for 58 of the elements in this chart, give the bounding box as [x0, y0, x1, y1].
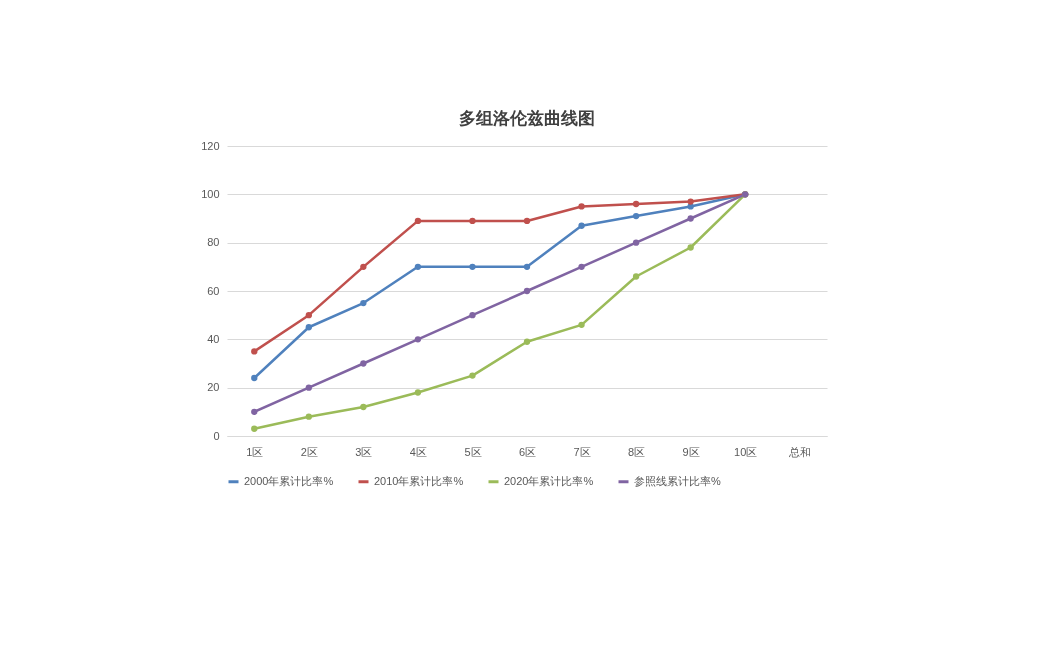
point — [523, 338, 531, 345]
y-tick-label: 120 — [201, 139, 220, 152]
point — [414, 336, 422, 343]
x-tick-label: 1区 — [246, 445, 264, 458]
point — [305, 324, 312, 331]
point — [578, 203, 585, 210]
chart-title: 多组洛伦兹曲线图 — [459, 108, 595, 128]
point — [469, 263, 476, 270]
point — [360, 360, 367, 367]
x-tick-label: 7区 — [573, 445, 591, 458]
y-tick-label: 60 — [207, 284, 220, 297]
point — [687, 244, 694, 251]
x-tick-label: 3区 — [355, 445, 373, 458]
point — [523, 263, 531, 270]
x-tick-label: 9区 — [682, 445, 700, 458]
point — [469, 372, 476, 379]
point — [523, 217, 531, 225]
point — [578, 321, 585, 328]
x-tick-label: 10区 — [734, 445, 758, 458]
point — [360, 299, 367, 307]
point — [632, 200, 640, 208]
point — [687, 198, 694, 205]
point — [578, 222, 585, 229]
point — [251, 374, 258, 382]
point — [687, 215, 694, 222]
point — [305, 413, 312, 420]
point — [632, 273, 640, 280]
x-tick-label: 8区 — [628, 445, 646, 458]
y-tick-label: 100 — [201, 187, 220, 200]
point — [632, 239, 640, 246]
point — [469, 217, 476, 225]
legend-label: 参照线累计比率% — [634, 474, 721, 487]
point — [305, 312, 312, 319]
x-tick-label: 5区 — [464, 445, 482, 458]
point — [251, 408, 258, 415]
point — [414, 217, 422, 225]
point — [414, 389, 422, 396]
y-tick-label: 0 — [213, 429, 220, 442]
y-tick-label: 40 — [207, 332, 220, 345]
point — [360, 403, 367, 411]
point — [305, 384, 312, 391]
legend-label: 2010年累计比率% — [374, 474, 464, 487]
point — [523, 287, 531, 295]
point — [469, 312, 476, 319]
x-tick-label: 4区 — [409, 445, 427, 458]
point — [632, 212, 640, 220]
point — [360, 263, 367, 270]
point — [578, 263, 585, 270]
x-tick-label: 6区 — [518, 445, 537, 458]
x-tick-label: 2区 — [300, 445, 318, 458]
legend-label: 2000年累计比率% — [244, 474, 334, 487]
point — [251, 425, 258, 432]
point — [414, 263, 422, 270]
y-tick-label: 80 — [207, 236, 220, 249]
y-tick-label: 20 — [207, 381, 220, 394]
x-tick-label: 总和 — [788, 445, 812, 458]
legend-label: 2020年累计比率% — [504, 474, 594, 487]
point — [251, 348, 258, 355]
